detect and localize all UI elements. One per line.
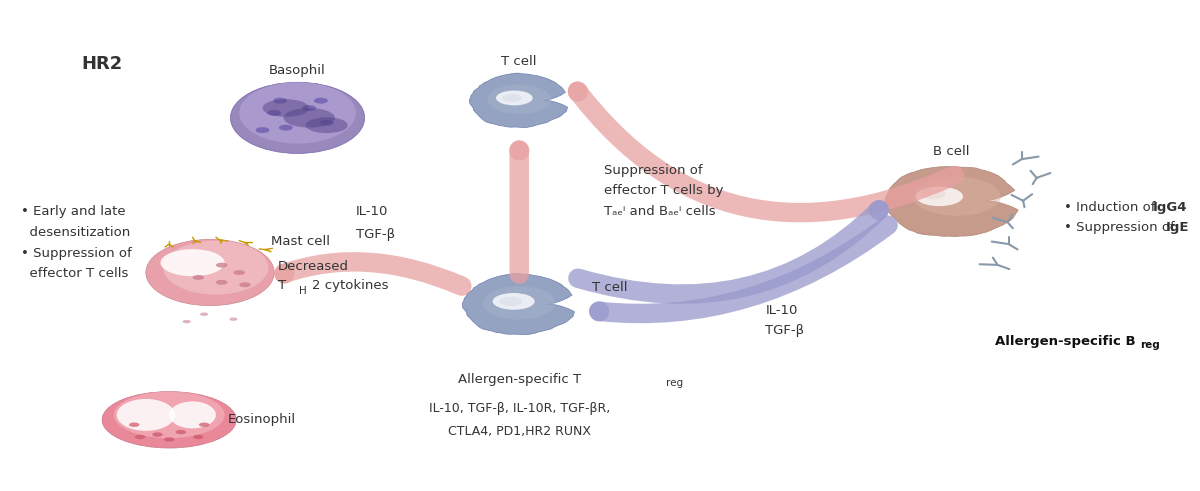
- Text: reg: reg: [666, 378, 683, 388]
- Ellipse shape: [102, 392, 236, 448]
- Text: IL-10: IL-10: [766, 304, 798, 317]
- FancyArrowPatch shape: [577, 91, 954, 213]
- Ellipse shape: [502, 94, 522, 102]
- Ellipse shape: [200, 313, 209, 316]
- FancyArrowPatch shape: [284, 262, 462, 286]
- Ellipse shape: [216, 263, 228, 268]
- Ellipse shape: [216, 280, 228, 285]
- Ellipse shape: [193, 435, 204, 439]
- Ellipse shape: [314, 98, 328, 104]
- Ellipse shape: [263, 99, 310, 117]
- FancyArrowPatch shape: [578, 210, 880, 294]
- Text: effector T cells by: effector T cells by: [605, 185, 724, 197]
- Ellipse shape: [493, 293, 535, 310]
- PathPatch shape: [469, 73, 568, 128]
- Ellipse shape: [283, 108, 335, 128]
- Text: CTLA4, PD1,HR2 RUNX: CTLA4, PD1,HR2 RUNX: [448, 426, 590, 438]
- Text: IL-10, TGF-β, IL-10R, TGF-βR,: IL-10, TGF-β, IL-10R, TGF-βR,: [428, 402, 610, 415]
- Ellipse shape: [302, 105, 317, 111]
- Text: T cell: T cell: [502, 55, 536, 68]
- Ellipse shape: [164, 437, 174, 442]
- Ellipse shape: [192, 275, 204, 280]
- Text: Suppression of: Suppression of: [605, 164, 703, 177]
- Text: • Induction of: • Induction of: [1064, 201, 1160, 214]
- Text: HR2: HR2: [82, 55, 122, 73]
- Ellipse shape: [161, 249, 224, 276]
- Ellipse shape: [114, 392, 224, 438]
- Text: effector T cells: effector T cells: [22, 268, 128, 280]
- Text: • Suppression of: • Suppression of: [22, 247, 132, 260]
- Text: H: H: [299, 286, 306, 296]
- Text: T: T: [277, 279, 286, 292]
- Text: TGF-β: TGF-β: [766, 325, 804, 337]
- Ellipse shape: [268, 110, 281, 116]
- Ellipse shape: [319, 120, 334, 126]
- Ellipse shape: [256, 127, 270, 133]
- Text: IgG4: IgG4: [1153, 201, 1187, 214]
- Ellipse shape: [128, 422, 139, 427]
- PathPatch shape: [886, 166, 1019, 237]
- Text: TGF-β: TGF-β: [356, 228, 395, 241]
- Ellipse shape: [306, 117, 348, 133]
- Text: IgE: IgE: [1165, 221, 1189, 234]
- Ellipse shape: [134, 435, 145, 439]
- Ellipse shape: [913, 177, 1001, 216]
- Text: • Early and late: • Early and late: [22, 206, 126, 218]
- Ellipse shape: [922, 189, 946, 199]
- Ellipse shape: [152, 433, 163, 437]
- Text: reg: reg: [1140, 340, 1159, 350]
- Text: Basophil: Basophil: [269, 64, 326, 77]
- Ellipse shape: [239, 282, 251, 287]
- Ellipse shape: [499, 297, 522, 306]
- Ellipse shape: [199, 422, 210, 427]
- Ellipse shape: [487, 84, 551, 114]
- Ellipse shape: [916, 187, 962, 206]
- Text: IL-10: IL-10: [356, 206, 389, 218]
- Ellipse shape: [230, 82, 365, 154]
- Ellipse shape: [239, 82, 356, 144]
- FancyArrowPatch shape: [599, 225, 888, 314]
- Text: 2 cytokines: 2 cytokines: [312, 279, 388, 292]
- Ellipse shape: [229, 318, 238, 321]
- Text: Mast cell: Mast cell: [271, 235, 330, 248]
- Ellipse shape: [175, 430, 186, 435]
- Ellipse shape: [233, 270, 245, 275]
- Text: Tₐₑⁱ and Bₐₑⁱ cells: Tₐₑⁱ and Bₐₑⁱ cells: [605, 205, 716, 218]
- Ellipse shape: [482, 286, 556, 320]
- Text: • Suppression of: • Suppression of: [1064, 221, 1180, 234]
- Text: Allergen-specific T: Allergen-specific T: [457, 374, 581, 386]
- Ellipse shape: [278, 125, 293, 131]
- Ellipse shape: [182, 320, 191, 324]
- Ellipse shape: [163, 241, 269, 295]
- Ellipse shape: [169, 402, 216, 428]
- Text: Allergen-specific B: Allergen-specific B: [995, 335, 1136, 348]
- Ellipse shape: [116, 399, 175, 431]
- Text: Eosinophil: Eosinophil: [228, 413, 295, 426]
- Ellipse shape: [274, 98, 287, 104]
- Ellipse shape: [496, 90, 533, 106]
- PathPatch shape: [462, 273, 575, 335]
- Text: desensitization: desensitization: [22, 226, 131, 239]
- Text: B cell: B cell: [932, 145, 970, 158]
- Text: T cell: T cell: [592, 281, 628, 294]
- Text: Decreased: Decreased: [277, 260, 349, 273]
- Ellipse shape: [146, 239, 275, 305]
